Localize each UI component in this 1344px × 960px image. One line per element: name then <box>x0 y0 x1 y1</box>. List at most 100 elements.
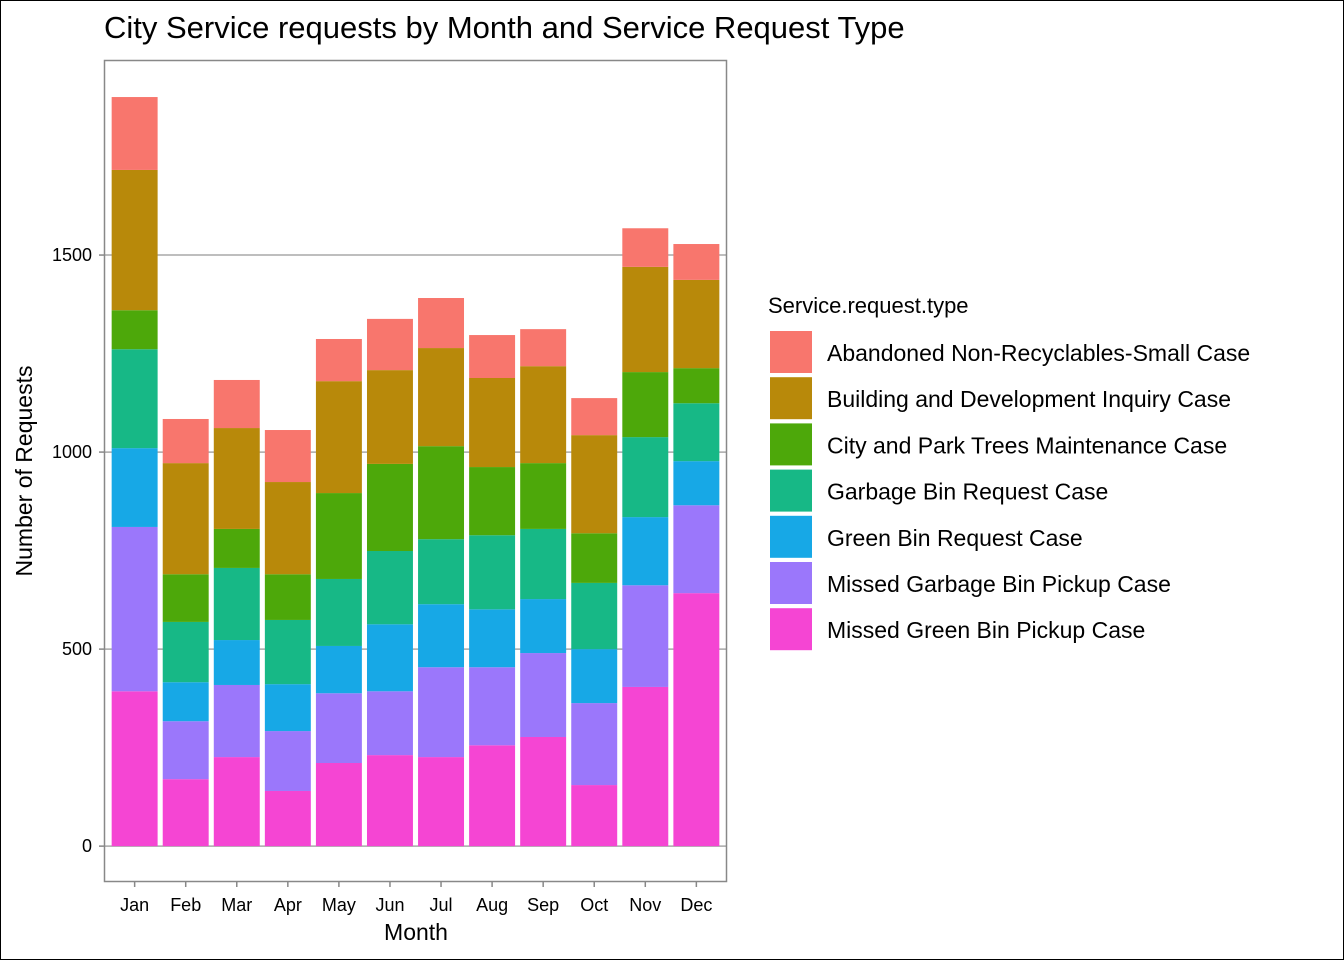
bar-segment <box>162 621 209 683</box>
bar-segment <box>418 539 465 605</box>
bar-segment <box>418 348 465 447</box>
x-tick-label: Apr <box>274 895 302 915</box>
legend-swatch <box>770 377 812 420</box>
legend-item: Garbage Bin Request Case <box>770 469 1108 512</box>
bar-segment <box>520 463 567 529</box>
legend-swatch <box>770 515 812 558</box>
x-tick-label: Sep <box>527 895 559 915</box>
bar-segment <box>622 517 669 586</box>
legend-item: Abandoned Non-Recyclables-Small Case <box>770 331 1250 373</box>
bar-segment <box>673 593 720 847</box>
bar-stack-sep <box>520 329 567 847</box>
x-tick-label: Jun <box>375 895 404 915</box>
bar-segment <box>162 721 209 780</box>
bar-segment <box>520 329 567 367</box>
y-tick-label: 500 <box>62 639 92 659</box>
legend-item: Building and Development Inquiry Case <box>770 377 1231 420</box>
x-axis-label: Month <box>384 919 448 945</box>
legend-item: Missed Green Bin Pickup Case <box>770 608 1145 651</box>
bar-segment <box>673 403 720 462</box>
bar-segment <box>366 691 413 756</box>
bar-segment <box>469 378 516 468</box>
bar-segment <box>622 585 669 687</box>
bar-segment <box>571 533 618 583</box>
bar-segment <box>366 550 413 625</box>
bar-stack-apr <box>264 430 311 847</box>
bar-segment <box>111 448 158 527</box>
bar-segment <box>622 686 669 847</box>
bar-segment <box>571 435 618 534</box>
bar-segment <box>264 619 311 685</box>
bar-stack-may <box>315 338 362 847</box>
bar-segment <box>264 684 311 732</box>
bar-segment <box>213 428 260 529</box>
bar-segment <box>315 578 362 646</box>
bar-segment <box>469 609 516 668</box>
bar-segment <box>520 653 567 737</box>
legend-label: Garbage Bin Request Case <box>827 479 1108 505</box>
bar-segment <box>571 649 618 704</box>
bar-segment <box>111 349 158 449</box>
bar-segment <box>622 266 669 373</box>
x-tick-label: May <box>322 895 356 915</box>
bar-segment <box>673 244 720 280</box>
bar-segment <box>366 463 413 551</box>
bar-segment <box>469 667 516 746</box>
legend-item: Green Bin Request Case <box>770 515 1083 558</box>
bar-segment <box>213 379 260 429</box>
bar-segment <box>571 398 618 436</box>
x-tick-label: Nov <box>629 895 661 915</box>
bar-segment <box>264 430 311 483</box>
legend-label: Building and Development Inquiry Case <box>827 386 1231 412</box>
bar-segment <box>366 318 413 371</box>
y-tick-label: 0 <box>82 836 92 856</box>
bar-segment <box>418 667 465 758</box>
bar-segment <box>162 682 209 722</box>
panel-border <box>103 59 728 883</box>
legend-label: Missed Garbage Bin Pickup Case <box>827 571 1171 597</box>
x-tick-label: Jul <box>430 895 453 915</box>
bar-segment <box>520 599 567 654</box>
legend-swatch <box>770 331 812 373</box>
bar-segment <box>622 228 669 267</box>
legend-swatch <box>770 423 812 466</box>
bar-segment <box>264 731 311 791</box>
x-tick-label: Mar <box>221 895 252 915</box>
bar-segment <box>418 298 465 349</box>
bar-segment <box>315 762 362 847</box>
legend-swatch <box>770 469 812 512</box>
bar-stack-mar <box>213 379 260 847</box>
bar-segment <box>111 169 158 311</box>
bar-segment <box>162 463 209 575</box>
bar-segment <box>264 790 311 847</box>
legend-label: Green Bin Request Case <box>827 525 1083 551</box>
bar-segment <box>571 703 618 786</box>
bar-segment <box>520 736 567 847</box>
bar-segment <box>469 745 516 847</box>
x-tick-label: Feb <box>170 895 201 915</box>
bar-segment <box>315 645 362 694</box>
x-tick-label: Aug <box>476 895 508 915</box>
bar-segment <box>111 691 158 847</box>
bar-segment <box>315 693 362 763</box>
chart-title: City Service requests by Month and Servi… <box>104 10 905 45</box>
bar-segment <box>162 574 209 622</box>
bar-segment <box>213 567 260 641</box>
bar-segment <box>418 446 465 540</box>
bar-segment <box>622 437 669 518</box>
bar-segment <box>213 684 260 758</box>
bar-segment <box>520 528 567 600</box>
bar-stack-feb <box>162 418 209 847</box>
y-axis-label: Number of Requests <box>11 366 37 577</box>
bar-segment <box>264 482 311 575</box>
legend-item: Missed Garbage Bin Pickup Case <box>770 562 1171 604</box>
bar-segment <box>111 526 158 692</box>
legend-item: City and Park Trees Maintenance Case <box>770 423 1227 466</box>
bar-segment <box>622 372 669 438</box>
bar-segment <box>673 368 720 404</box>
bar-segment <box>315 381 362 494</box>
x-tick-label: Oct <box>580 895 608 915</box>
bar-stack-jun <box>366 318 413 847</box>
bar-segment <box>213 757 260 847</box>
